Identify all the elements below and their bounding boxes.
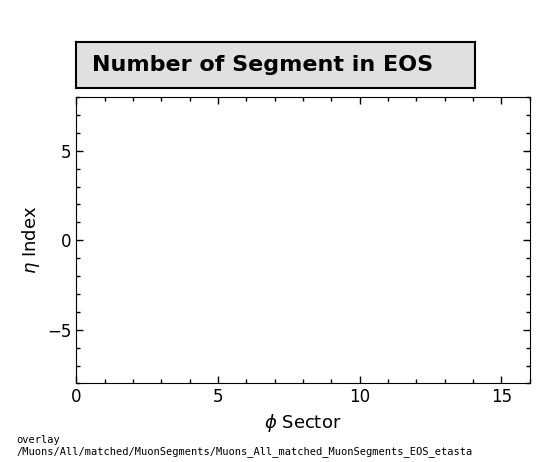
Text: Number of Segment in EOS: Number of Segment in EOS [92, 55, 434, 75]
Text: overlay
/Muons/All/matched/MuonSegments/Muons_All_matched_MuonSegments_EOS_etast: overlay /Muons/All/matched/MuonSegments/… [16, 435, 473, 457]
X-axis label: $\phi$ Sector: $\phi$ Sector [264, 412, 342, 434]
Y-axis label: $\eta$ Index: $\eta$ Index [20, 206, 41, 274]
